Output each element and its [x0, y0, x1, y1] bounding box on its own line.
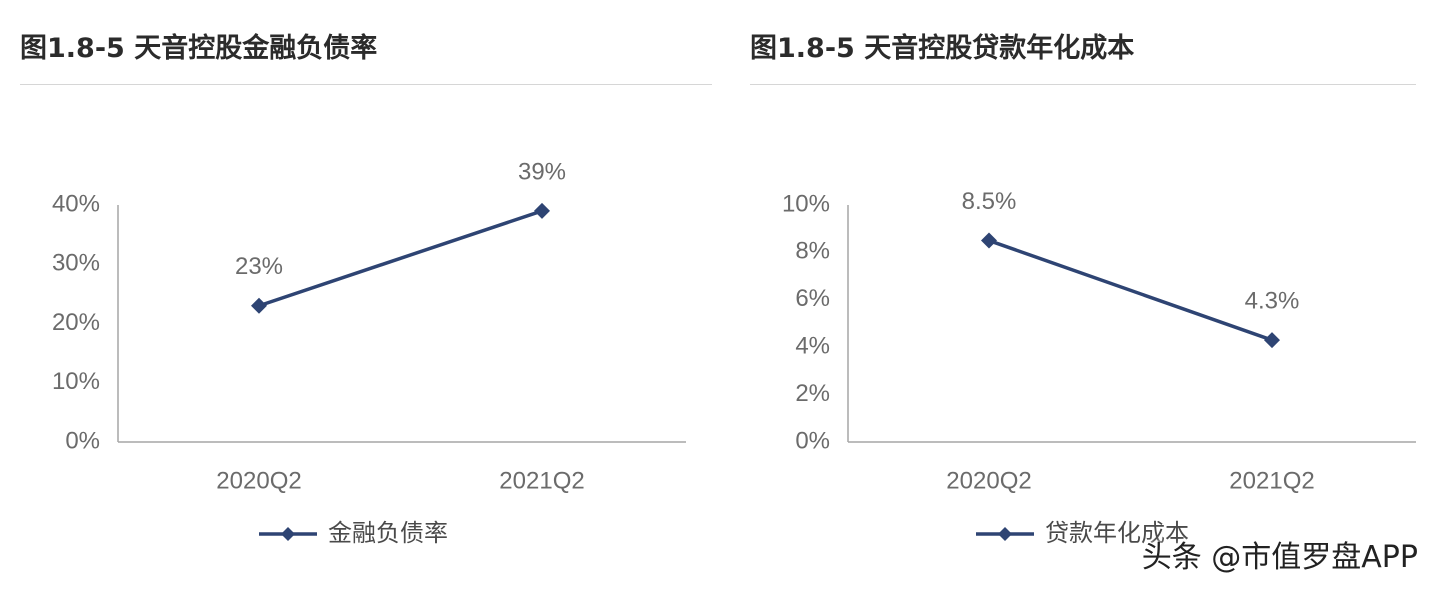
data-label: 8.5% — [962, 188, 1017, 215]
legend-marker — [998, 527, 1012, 541]
y-tick-label: 0% — [795, 427, 830, 454]
y-tick-label: 2% — [795, 380, 830, 407]
data-label: 39% — [518, 158, 566, 185]
title-divider-right — [750, 84, 1416, 85]
y-tick-label: 40% — [52, 190, 100, 217]
y-tick-label: 10% — [52, 368, 100, 395]
watermark: 头条 @市值罗盘APP — [1141, 540, 1418, 575]
y-tick-label: 0% — [65, 427, 100, 454]
legend-label: 金融负债率 — [328, 519, 448, 547]
chart-title-right: 图1.8-5 天音控股贷款年化成本 — [750, 33, 1135, 64]
legend-marker — [281, 527, 295, 541]
legend-label: 贷款年化成本 — [1045, 519, 1189, 547]
y-tick-label: 4% — [795, 333, 830, 360]
chart-title-left: 图1.8-5 天音控股金融负债率 — [20, 33, 378, 64]
x-tick-label: 2021Q2 — [1229, 467, 1314, 494]
data-point-marker — [534, 202, 550, 219]
chart-loan-annual-cost: 0% 2% 4% 6% 8% 10% 2020Q2 2021Q2 8.5% 4.3% 贷款年化成本 — [782, 188, 1416, 547]
y-tick-label: 30% — [52, 250, 100, 277]
x-tick-label: 2020Q2 — [946, 467, 1031, 494]
x-tick-label: 2021Q2 — [499, 467, 584, 494]
title-divider-left — [20, 84, 712, 85]
series-line — [988, 238, 1273, 342]
x-tick-label: 2020Q2 — [216, 467, 301, 494]
data-label: 23% — [235, 253, 283, 280]
y-tick-label: 6% — [795, 285, 830, 312]
data-point-marker — [1264, 332, 1280, 349]
series-line — [258, 209, 543, 308]
data-point-marker — [251, 297, 267, 314]
data-point-marker — [981, 232, 997, 249]
y-tick-label: 20% — [52, 309, 100, 336]
data-label: 4.3% — [1245, 287, 1300, 314]
y-tick-label: 8% — [795, 238, 830, 265]
chart-financial-debt-ratio: 0% 10% 20% 30% 40% 2020Q2 2021Q2 23% 39% 金融负债率 — [52, 158, 686, 547]
y-tick-label: 10% — [782, 190, 830, 217]
